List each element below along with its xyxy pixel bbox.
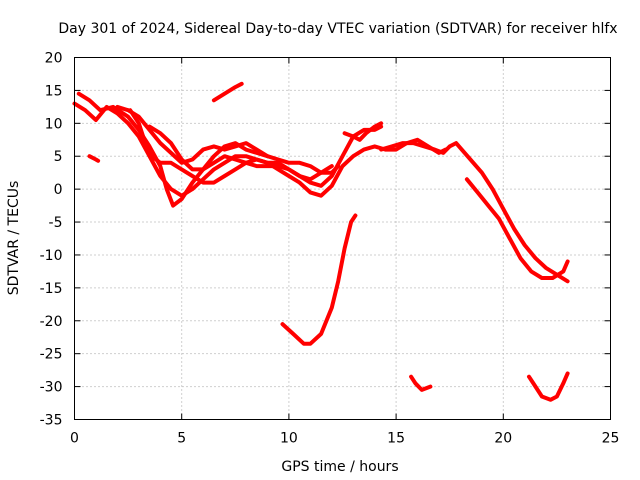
y-tick-label: 15 bbox=[45, 83, 63, 99]
series-arc-11 bbox=[280, 213, 358, 346]
series-arc-12 bbox=[409, 374, 433, 392]
y-tick-label: -35 bbox=[40, 413, 63, 429]
chart-title: Day 301 of 2024, Sidereal Day-to-day VTE… bbox=[58, 21, 617, 37]
x-tick-label: 20 bbox=[494, 431, 512, 447]
series-layer bbox=[72, 81, 570, 402]
axis-ticks: 0 5 10 15 20 25 -35 -30 -25 -20 -15 -10 -5 0 5 10 15 20 bbox=[40, 51, 620, 447]
series-arc-4 bbox=[128, 108, 448, 198]
y-tick-label: -5 bbox=[49, 215, 63, 231]
y-tick-label: -20 bbox=[40, 314, 63, 330]
x-tick-label: 5 bbox=[177, 431, 186, 447]
series-arc-6 bbox=[87, 154, 101, 163]
x-tick-label: 10 bbox=[280, 431, 298, 447]
y-tick-label: -30 bbox=[40, 380, 63, 396]
y-tick-label: 10 bbox=[45, 116, 63, 132]
series-arc-10 bbox=[464, 177, 570, 280]
grid bbox=[74, 57, 611, 420]
series-arc-3 bbox=[115, 104, 341, 175]
x-tick-label: 25 bbox=[602, 431, 620, 447]
series-arc-5 bbox=[147, 124, 334, 182]
series-arc-2 bbox=[76, 91, 270, 208]
y-tick-label: 5 bbox=[54, 149, 63, 165]
x-axis-label: GPS time / hours bbox=[281, 459, 398, 475]
y-axis-label: SDTVAR / TECUs bbox=[6, 181, 22, 296]
series-arc-13 bbox=[527, 371, 570, 402]
y-tick-label: 20 bbox=[45, 51, 63, 67]
x-tick-label: 15 bbox=[387, 431, 405, 447]
y-tick-label: -10 bbox=[40, 248, 63, 264]
series-arc-7 bbox=[211, 81, 244, 103]
series-arc-9 bbox=[379, 141, 570, 284]
y-tick-label: -15 bbox=[40, 281, 63, 297]
x-tick-label: 0 bbox=[70, 431, 79, 447]
series-arc-8 bbox=[342, 121, 384, 142]
y-tick-label: -25 bbox=[40, 347, 63, 363]
plot-frame bbox=[74, 57, 611, 420]
y-tick-label: 0 bbox=[54, 182, 63, 198]
